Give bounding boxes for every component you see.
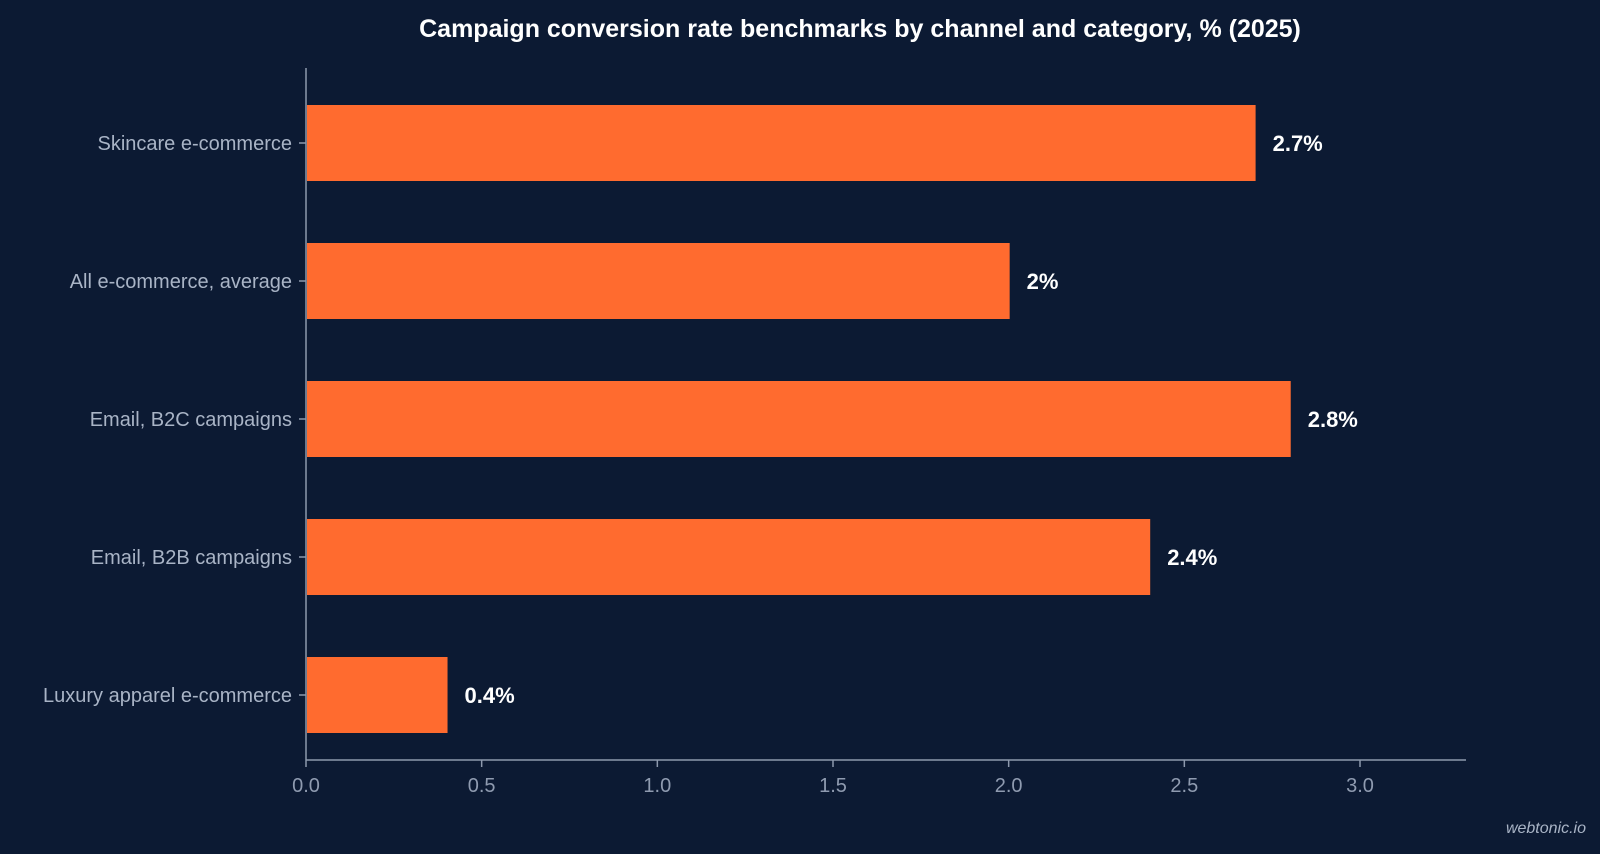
category-label: Luxury apparel e-commerce [43, 685, 292, 707]
category-label: Email, B2B campaigns [91, 547, 292, 569]
x-tick-label: 3.0 [1346, 775, 1374, 797]
data-label: 2.7% [1273, 131, 1323, 156]
data-label: 2% [1027, 269, 1059, 294]
x-tick-label: 2.5 [1170, 775, 1198, 797]
bar [307, 243, 1010, 319]
category-label: Skincare e-commerce [97, 133, 292, 155]
data-label: 0.4% [465, 683, 515, 708]
bar [307, 381, 1291, 457]
x-tick-label: 0.0 [292, 775, 320, 797]
bar [307, 105, 1256, 181]
category-label: Email, B2C campaigns [90, 409, 292, 431]
category-label: All e-commerce, average [70, 271, 292, 293]
data-label: 2.4% [1167, 545, 1217, 570]
data-label: 2.8% [1308, 407, 1358, 432]
x-tick-label: 0.5 [468, 775, 496, 797]
bar [307, 519, 1151, 595]
x-tick-label: 1.0 [643, 775, 671, 797]
chart-title: Campaign conversion rate benchmarks by c… [419, 15, 1301, 43]
x-tick-label: 2.0 [995, 775, 1023, 797]
x-tick-label: 1.5 [819, 775, 847, 797]
bar [307, 657, 448, 733]
watermark: webtonic.io [1505, 820, 1586, 837]
